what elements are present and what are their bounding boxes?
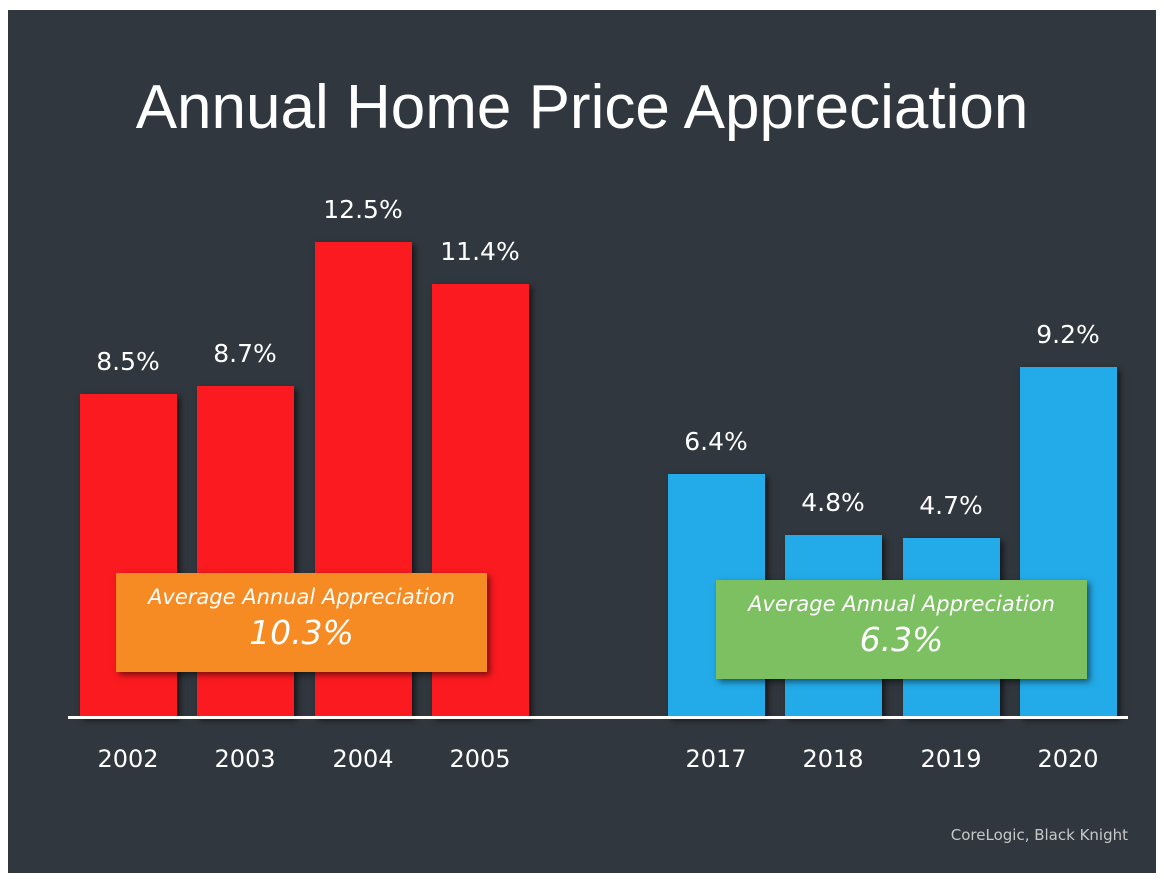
value-label: 11.4% [440,236,520,266]
x-tick-label: 2019 [920,745,982,773]
value-label: 8.5% [96,347,160,376]
chart-title: Annual Home Price Appreciation [135,73,1029,142]
value-label: 6.4% [684,426,748,456]
value-label: 4.7% [919,491,983,521]
average-box-2002-2005: Average Annual Appreciation 10.3% [116,573,487,672]
value-label: 8.7% [213,339,277,369]
value-label: 4.8% [801,487,865,517]
x-tick-label: 2005 [449,745,511,773]
x-axis-line [68,716,1128,719]
value-label: 9.2% [1036,320,1100,350]
source-note: CoreLogic, Black Knight [950,826,1128,844]
average-label: Average Annual Appreciation [748,592,1055,616]
average-label: Average Annual Appreciation [148,585,455,609]
x-tick-label: 2002 [97,745,159,773]
x-tick-label: 2020 [1037,745,1099,773]
average-box-2017-2020: Average Annual Appreciation 6.3% [716,580,1087,679]
x-tick-label: 2004 [332,745,394,773]
x-tick-label: 2017 [685,745,747,773]
x-tick-label: 2003 [214,745,276,773]
x-tick-label: 2018 [802,745,864,773]
average-value: 10.3% [249,613,354,652]
average-value: 6.3% [859,620,944,659]
value-label: 12.5% [323,195,403,224]
